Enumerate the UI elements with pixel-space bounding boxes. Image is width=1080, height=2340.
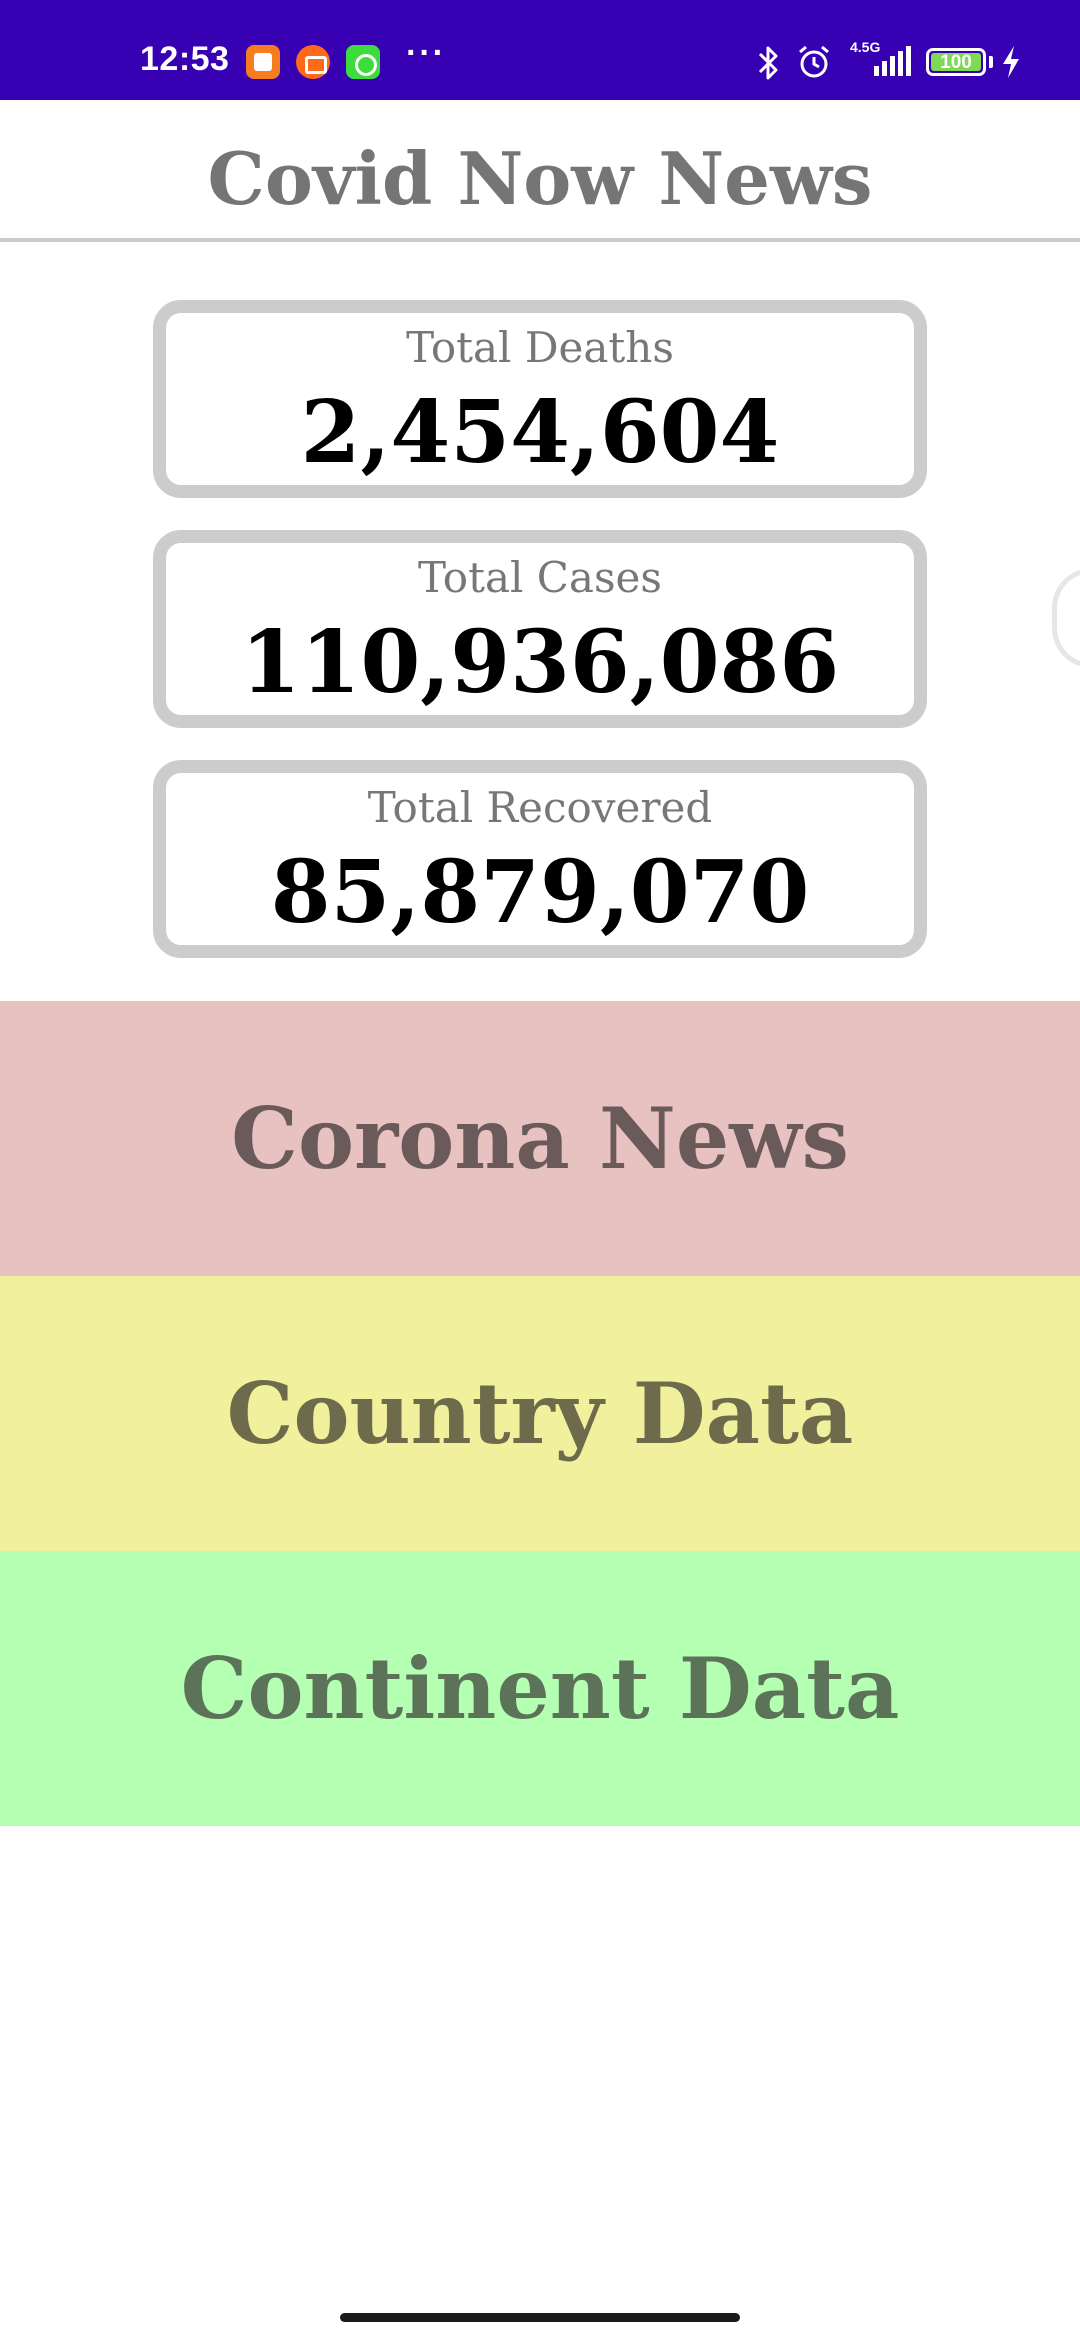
network-type-label: 4.5G <box>850 39 881 55</box>
app-notification-icon <box>246 45 280 79</box>
total-recovered-label: Total Recovered <box>367 783 713 832</box>
corona-news-button[interactable]: Corona News <box>0 1001 1080 1276</box>
total-cases-label: Total Cases <box>418 553 662 602</box>
game-notification-icon <box>346 45 380 79</box>
charging-icon <box>1003 46 1019 78</box>
total-deaths-label: Total Deaths <box>406 323 674 372</box>
battery-tip <box>989 56 993 68</box>
battery-level: 100 <box>940 52 972 73</box>
status-bar: 12:53 ··· 4.5G 100 <box>0 0 1080 100</box>
battery-icon: 100 <box>926 48 986 76</box>
status-time: 12:53 <box>140 40 230 78</box>
continent-data-label: Continent Data <box>180 1638 900 1738</box>
signal-icon <box>874 46 911 76</box>
bluetooth-icon <box>758 46 778 80</box>
mi-notification-icon <box>296 45 330 79</box>
corona-news-label: Corona News <box>231 1088 849 1188</box>
total-deaths-card: Total Deaths 2,454,604 <box>153 300 927 498</box>
total-recovered-value: 85,879,070 <box>270 842 810 943</box>
country-data-label: Country Data <box>226 1363 854 1463</box>
app-header: Covid Now News <box>0 100 1080 242</box>
more-notifications-icon: ··· <box>406 34 446 72</box>
total-recovered-card: Total Recovered 85,879,070 <box>153 760 927 958</box>
total-cases-value: 110,936,086 <box>240 612 840 713</box>
total-cases-card: Total Cases 110,936,086 <box>153 530 927 728</box>
total-deaths-value: 2,454,604 <box>300 382 780 483</box>
alarm-icon <box>799 45 829 78</box>
country-data-button[interactable]: Country Data <box>0 1276 1080 1551</box>
home-indicator[interactable] <box>340 2313 740 2322</box>
page-title: Covid Now News <box>207 136 873 221</box>
continent-data-button[interactable]: Continent Data <box>0 1551 1080 1826</box>
edge-swipe-handle[interactable] <box>1052 568 1080 668</box>
